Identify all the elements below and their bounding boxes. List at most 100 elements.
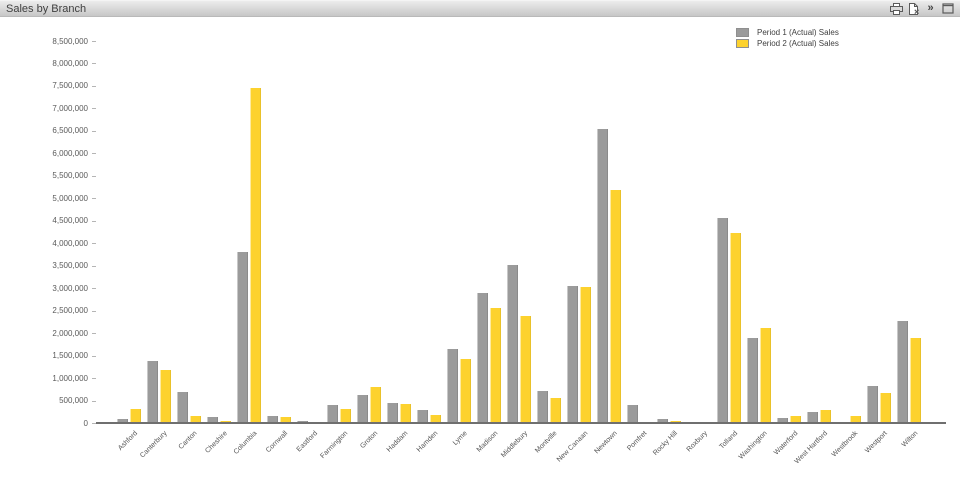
y-axis-label: 1,000,000 (52, 373, 88, 383)
bar-middlebury-period2[interactable] (520, 316, 531, 423)
bar-wilton-period1[interactable] (897, 320, 908, 423)
y-axis-tick (92, 310, 96, 312)
bar-farmington-period1[interactable] (327, 404, 338, 423)
bar-westbrook-period2[interactable] (850, 416, 861, 423)
y-axis-label: 7,000,000 (52, 103, 88, 113)
bar-wilton-period2[interactable] (910, 338, 921, 423)
bar-cornwall-period1[interactable] (267, 415, 278, 423)
bar-haddam-period2[interactable] (400, 403, 411, 423)
x-axis-label: Columbia (233, 430, 259, 456)
x-axis-label: Montville (534, 430, 559, 455)
bar-canton-period1[interactable] (177, 391, 188, 423)
bar-tolland-period2[interactable] (730, 232, 741, 423)
bar-newtown-period1[interactable] (597, 128, 608, 423)
y-axis-label: 3,500,000 (52, 261, 88, 271)
y-axis-tick (92, 198, 96, 200)
bar-westport-period1[interactable] (867, 386, 878, 423)
bar-montville-period1[interactable] (537, 390, 548, 423)
bar-newtown-period2[interactable] (610, 189, 621, 423)
bar-rocky-hill-period2[interactable] (670, 420, 681, 423)
x-axis-label: Westport (864, 430, 889, 455)
legend-item: Period 1 (Actual) Sales (736, 27, 839, 38)
x-axis-label: Ashford (116, 430, 139, 453)
y-axis-tick (92, 175, 96, 177)
y-axis-tick (92, 423, 96, 424)
x-axis-label: Wilton (900, 430, 919, 449)
y-axis-label: 4,500,000 (52, 216, 88, 226)
bar-columbia-period1[interactable] (237, 252, 248, 423)
caption-icon-group: » (890, 2, 960, 15)
print-icon[interactable] (890, 2, 903, 15)
y-axis-label: 5,000,000 (52, 193, 88, 203)
bar-waterford-period2[interactable] (790, 416, 801, 423)
x-axis-label: Farmington (318, 430, 349, 460)
bar-madison-period1[interactable] (477, 293, 488, 423)
x-axis-label: Washington (738, 430, 769, 461)
bar-columbia-period2[interactable] (250, 88, 261, 423)
y-axis-tick (92, 130, 96, 132)
legend-label: Period 2 (Actual) Sales (757, 39, 839, 48)
bar-new-canaan-period2[interactable] (580, 287, 591, 423)
bar-canterbury-period1[interactable] (147, 360, 158, 423)
bar-ashford-period1[interactable] (117, 418, 128, 423)
bar-haddam-period1[interactable] (387, 402, 398, 423)
y-axis-tick (92, 153, 96, 155)
legend: Period 1 (Actual) Sales Period 2 (Actual)… (736, 27, 839, 49)
legend-swatch-period1 (736, 28, 749, 37)
bar-middlebury-period1[interactable] (507, 264, 518, 423)
y-axis-label: 2,500,000 (52, 306, 88, 316)
x-axis-label: Rocky Hill (651, 430, 679, 457)
bar-groton-period1[interactable] (357, 394, 368, 423)
bar-lyme-period2[interactable] (460, 358, 471, 423)
legend-swatch-period2 (736, 39, 749, 48)
bar-canton-period2[interactable] (190, 416, 201, 423)
bar-tolland-period1[interactable] (717, 218, 728, 423)
bar-westport-period2[interactable] (880, 392, 891, 423)
y-axis-label: 1,500,000 (52, 351, 88, 361)
y-axis-label: 8,000,000 (52, 58, 88, 68)
y-axis-label: 8,500,000 (52, 36, 88, 46)
fast-change-icon[interactable]: » (927, 2, 934, 14)
bar-montville-period2[interactable] (550, 397, 561, 423)
bar-cheshire-period1[interactable] (207, 417, 218, 423)
bar-canterbury-period2[interactable] (160, 369, 171, 423)
x-axis-label: Cornwall (264, 430, 289, 455)
x-axis-label: Eastford (295, 430, 319, 454)
bar-groton-period2[interactable] (370, 387, 381, 423)
bar-washington-period1[interactable] (747, 338, 758, 423)
bar-rocky-hill-period1[interactable] (657, 418, 668, 423)
x-axis-label: Haddam (385, 430, 409, 454)
y-axis-tick (92, 378, 96, 380)
bar-ashford-period2[interactable] (130, 408, 141, 423)
bar-west-hartford-period1[interactable] (807, 411, 818, 423)
bar-lyme-period1[interactable] (447, 348, 458, 423)
bar-new-canaan-period1[interactable] (567, 285, 578, 423)
x-axis-label: Cheshire (204, 430, 229, 455)
x-axis-label: Middlebury (499, 430, 529, 460)
legend-label: Period 1 (Actual) Sales (757, 28, 839, 37)
bar-washington-period2[interactable] (760, 327, 771, 423)
x-axis-label: Canton (178, 430, 199, 451)
bar-pomfret-period1[interactable] (627, 405, 638, 423)
bar-waterford-period1[interactable] (777, 417, 788, 423)
y-axis-tick (92, 288, 96, 290)
x-axis-label: Groton (358, 430, 379, 451)
y-axis-tick (92, 243, 96, 245)
maximize-icon[interactable] (941, 2, 954, 15)
y-axis-tick (92, 41, 96, 42)
y-axis-tick (92, 220, 96, 222)
bar-farmington-period2[interactable] (340, 408, 351, 423)
y-axis-tick (92, 63, 96, 65)
y-axis-tick (92, 108, 96, 110)
legend-item: Period 2 (Actual) Sales (736, 38, 839, 49)
bar-madison-period2[interactable] (490, 307, 501, 423)
x-axis-label: Newtown (593, 430, 619, 456)
y-axis-label: 2,000,000 (52, 328, 88, 338)
send-to-excel-icon[interactable] (907, 2, 920, 15)
bar-cornwall-period2[interactable] (280, 417, 291, 423)
bar-hamden-period1[interactable] (417, 409, 428, 423)
bar-eastford-period1[interactable] (297, 420, 308, 423)
bar-west-hartford-period2[interactable] (820, 410, 831, 423)
bar-hamden-period2[interactable] (430, 415, 441, 423)
